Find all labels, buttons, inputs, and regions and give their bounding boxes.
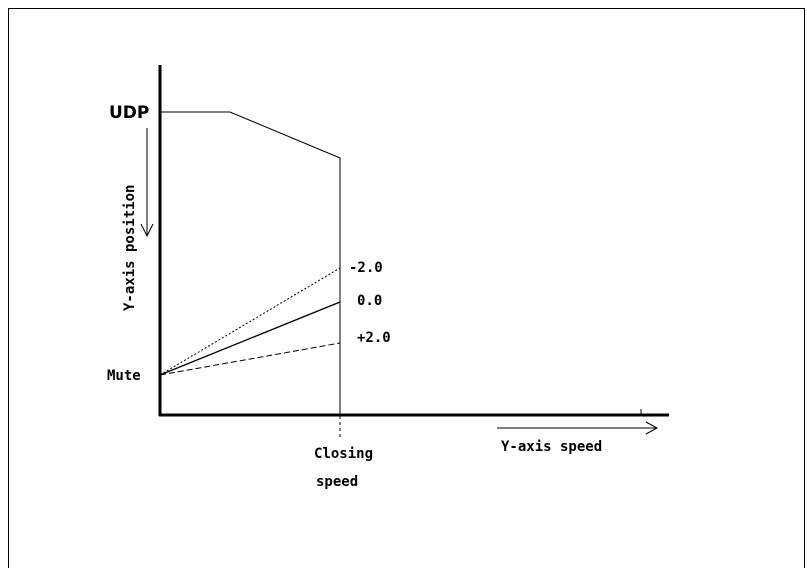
mute-label: Mute bbox=[107, 368, 141, 384]
udp-label: UDP bbox=[109, 103, 149, 123]
speed-line-plus-2 bbox=[159, 342, 341, 376]
speed-line-minus-2 bbox=[159, 267, 341, 376]
y-speed-arrow-head bbox=[645, 421, 659, 435]
udp-profile-line bbox=[161, 111, 341, 415]
y-axis-speed-label: Y-axis speed bbox=[501, 439, 602, 455]
speed-line-zero bbox=[159, 301, 341, 376]
diagram-frame bbox=[8, 8, 805, 568]
y-axis-position-label: Y-axis position bbox=[122, 185, 138, 311]
speed-offset-plus-2: +2.0 bbox=[357, 330, 391, 346]
closing-label: Closing bbox=[314, 446, 373, 462]
speed-label: speed bbox=[316, 474, 358, 490]
y-position-arrow-head bbox=[140, 223, 154, 238]
speed-offset-zero: 0.0 bbox=[357, 293, 382, 309]
speed-offset-minus-2: -2.0 bbox=[349, 260, 383, 276]
